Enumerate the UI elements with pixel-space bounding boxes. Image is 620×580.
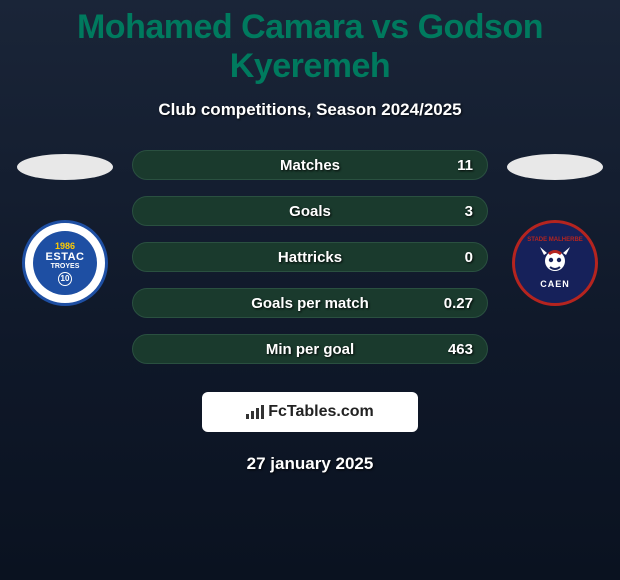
stat-label: Goals [289, 203, 331, 220]
stat-bar: Min per goal 463 [132, 334, 488, 364]
left-badge-inner: 1986 ESTAC TROYES 10 [33, 231, 97, 295]
stat-right-value: 3 [465, 203, 473, 220]
stat-label: Matches [280, 157, 340, 174]
stat-bars: Matches 11 Goals 3 Hattricks 0 Goals per… [120, 150, 500, 364]
left-badge-city: TROYES [51, 263, 80, 270]
stat-right-value: 11 [457, 157, 473, 174]
comparison-subtitle: Club competitions, Season 2024/2025 [0, 100, 620, 120]
right-player-oval [507, 154, 603, 180]
watermark-text: FcTables.com [268, 403, 374, 421]
comparison-title: Mohamed Camara vs Godson Kyeremeh [0, 0, 620, 86]
stat-right-value: 0.27 [444, 295, 473, 312]
right-team-badge: STADE MALHERBE CAEN [512, 220, 598, 306]
stat-bar: Hattricks 0 [132, 242, 488, 272]
left-player-oval [17, 154, 113, 180]
stat-bar: Matches 11 [132, 150, 488, 180]
right-badge-top: STADE MALHERBE [527, 237, 583, 243]
stat-label: Goals per match [251, 295, 369, 312]
left-badge-num: 10 [58, 272, 72, 286]
stat-label: Hattricks [278, 249, 342, 266]
chart-icon [246, 405, 264, 419]
stat-bar: Goals 3 [132, 196, 488, 226]
left-badge-year: 1986 [55, 241, 75, 251]
stat-label: Min per goal [266, 341, 354, 358]
right-side: STADE MALHERBE CAEN [500, 150, 610, 306]
watermark: FcTables.com [202, 392, 418, 432]
stat-right-value: 0 [465, 249, 473, 266]
stat-bar: Goals per match 0.27 [132, 288, 488, 318]
left-team-badge: 1986 ESTAC TROYES 10 [22, 220, 108, 306]
left-side: 1986 ESTAC TROYES 10 [10, 150, 120, 306]
viking-icon [538, 245, 572, 277]
stat-right-value: 463 [448, 341, 473, 358]
right-badge-bottom: CAEN [540, 279, 570, 289]
comparison-content: 1986 ESTAC TROYES 10 Matches 11 Goals 3 … [0, 150, 620, 364]
left-badge-name: ESTAC [46, 251, 85, 263]
comparison-date: 27 january 2025 [0, 454, 620, 474]
